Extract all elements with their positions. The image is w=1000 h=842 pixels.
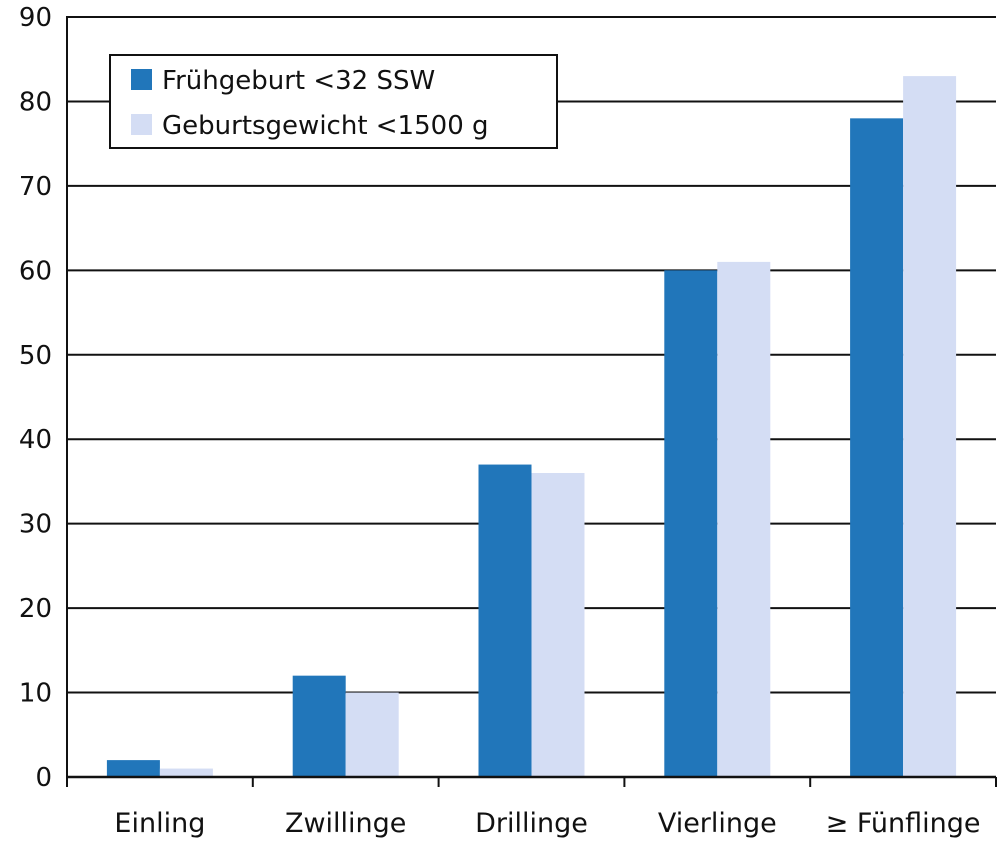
- y-tick-label: 70: [19, 172, 52, 202]
- bar-geburtsgewicht: [717, 261, 771, 777]
- legend-label-fruehgeburt: Frühgeburt <32 SSW: [162, 66, 435, 96]
- y-tick-label: 60: [19, 256, 52, 286]
- x-category-label: ≥ Fünflinge: [826, 808, 981, 839]
- y-axis-tick-labels: 0 10 20 30 40 50 60 70 80 90: [19, 3, 52, 793]
- axes: [66, 16, 997, 787]
- bars: [106, 76, 957, 778]
- x-category-label: Einling: [114, 808, 205, 839]
- legend: Frühgeburt <32 SSW Geburtsgewicht <1500 …: [109, 54, 558, 149]
- x-category-label: Zwillinge: [285, 808, 406, 839]
- bar-geburtsgewicht: [903, 76, 957, 778]
- y-tick-label: 20: [19, 594, 52, 624]
- legend-label-geburtsgewicht: Geburtsgewicht <1500 g: [162, 111, 489, 141]
- bar-fruehgeburt: [478, 464, 532, 777]
- y-tick-label: 80: [19, 87, 52, 117]
- legend-swatch-geburtsgewicht: [131, 114, 152, 135]
- bar-geburtsgewicht: [345, 692, 399, 777]
- bar-fruehgeburt: [664, 270, 718, 777]
- legend-swatch-fruehgeburt: [131, 69, 152, 90]
- bar-fruehgeburt: [850, 118, 904, 778]
- y-tick-label: 0: [35, 763, 52, 793]
- y-tick-label: 50: [19, 341, 52, 371]
- y-tick-label: 30: [19, 510, 52, 540]
- legend-box: [109, 54, 558, 149]
- y-tick-label: 90: [19, 3, 52, 33]
- bar-fruehgeburt: [106, 760, 160, 777]
- y-tick-label: 10: [19, 679, 52, 709]
- bar-geburtsgewicht: [531, 473, 585, 777]
- y-tick-label: 40: [19, 425, 52, 455]
- gridlines: [67, 16, 996, 694]
- bar-fruehgeburt: [292, 675, 346, 777]
- x-category-label: Vierlinge: [658, 808, 777, 839]
- x-axis-category-labels: Einling Zwillinge Drillinge Vierlinge ≥ Fünf…: [114, 808, 980, 839]
- bar-geburtsgewicht: [159, 768, 213, 777]
- x-category-label: Drillinge: [475, 808, 588, 839]
